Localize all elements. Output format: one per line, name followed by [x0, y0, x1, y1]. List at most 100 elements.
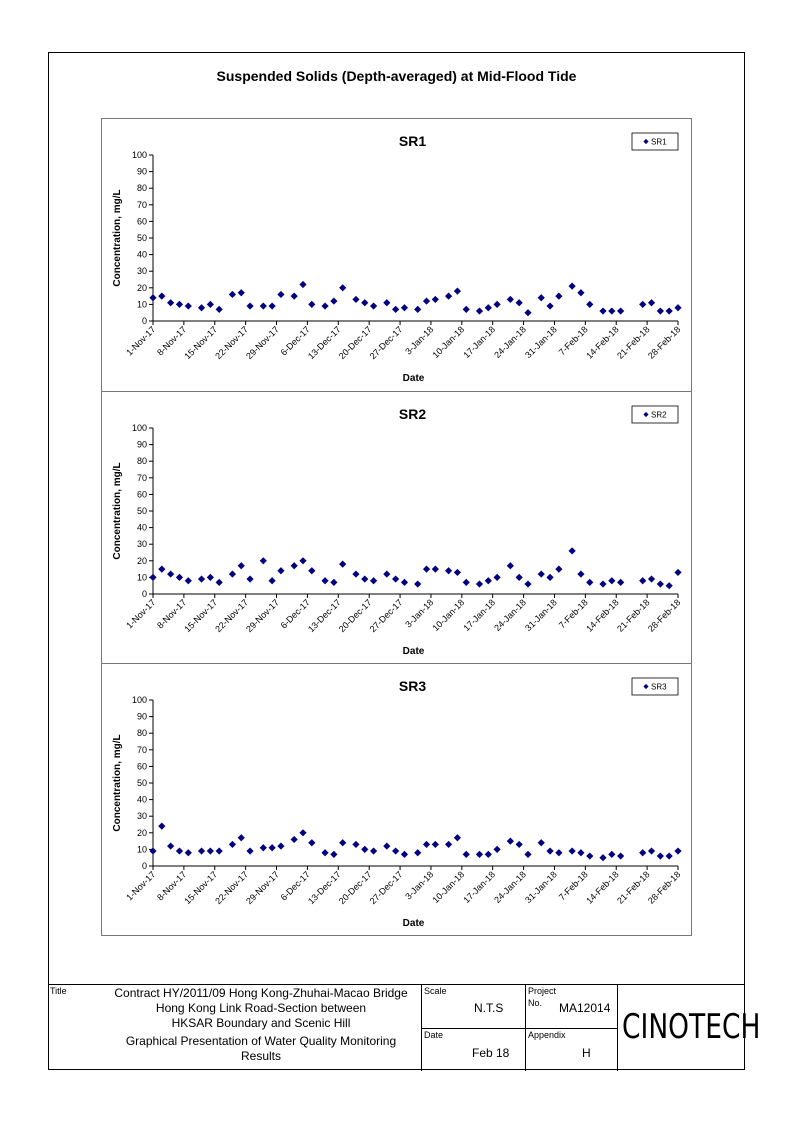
data-point: [277, 842, 285, 850]
data-point: [639, 300, 647, 308]
data-point: [647, 847, 656, 855]
y-tick-label: 80: [137, 456, 147, 466]
data-point: [392, 305, 400, 313]
data-point: [444, 292, 453, 300]
data-point: [352, 295, 360, 304]
data-point: [475, 850, 484, 858]
data-point: [422, 297, 431, 305]
data-point: [206, 300, 214, 308]
chart-title: SR3: [399, 678, 426, 694]
data-point: [369, 302, 378, 310]
data-point: [484, 850, 492, 858]
data-point: [537, 839, 545, 847]
scale-label: Scale: [424, 986, 447, 996]
x-axis-label: Date: [403, 373, 425, 384]
data-point: [330, 578, 338, 586]
data-point: [453, 287, 462, 295]
y-axis-label: Concentration, mg/L: [112, 734, 123, 831]
data-point: [206, 847, 214, 855]
data-point: [290, 292, 298, 300]
data-point: [577, 289, 585, 297]
x-tick-label: 27-Dec-17: [368, 324, 405, 361]
x-tick-label: 28-Feb-18: [646, 324, 682, 360]
x-tick-label: 10-Jan-18: [431, 869, 467, 905]
data-point: [383, 299, 391, 307]
x-axis-label: Date: [403, 918, 425, 929]
data-point: [369, 577, 378, 585]
data-point: [462, 850, 470, 858]
legend-label: SR2: [651, 411, 667, 420]
drawing-subtitle-line2: Results: [240, 1049, 281, 1063]
data-point: [599, 580, 607, 588]
data-point: [308, 839, 316, 847]
x-tick-label: 14-Feb-18: [584, 869, 620, 905]
data-point: [414, 849, 422, 857]
chart-title: SR2: [399, 406, 426, 422]
chart-panel-sr1: SR1 0 10 20 30 40 50 60 70 80 90 100 1-Nov-17 8-Nov-1…: [101, 118, 692, 392]
data-point: [215, 305, 223, 313]
y-tick-label: 80: [137, 728, 147, 738]
data-point: [237, 289, 245, 297]
project-no: MA12014: [559, 1001, 611, 1015]
title-cell: Title Contract HY/2011/09 Hong Kong-Zhuh…: [48, 985, 422, 1071]
project-title-line3: HKSAR Boundary and Scenic Hill: [171, 1016, 351, 1030]
chart-panel-sr2: SR2 0 10 20 30 40 50 60 70 80 90 100 1-Nov-17 8-Nov-1…: [101, 391, 692, 664]
y-tick-label: 10: [137, 572, 147, 582]
data-point: [656, 307, 664, 315]
data-point: [215, 847, 223, 855]
y-tick-label: 70: [137, 473, 147, 483]
x-tick-label: 31-Jan-18: [523, 869, 559, 905]
y-tick-label: 100: [132, 150, 147, 160]
y-tick-label: 20: [137, 556, 147, 566]
data-point: [674, 847, 682, 855]
data-point: [277, 567, 285, 575]
project-title: Contract HY/2011/09 Hong Kong-Zhuhai-Mac…: [98, 986, 424, 1031]
chart-svg: SR101020304050607080901001-Nov-178-Nov-1…: [112, 132, 682, 384]
data-point: [361, 299, 369, 307]
data-point: [321, 849, 329, 857]
y-tick-label: 50: [137, 233, 147, 243]
x-tick-label: 24-Jan-18: [492, 869, 528, 905]
data-point: [422, 840, 431, 849]
data-point: [639, 577, 647, 585]
data-point: [352, 840, 360, 849]
data-point: [330, 850, 338, 858]
chart-title: SR1: [399, 133, 426, 149]
data-point: [586, 300, 594, 308]
data-point: [647, 299, 656, 307]
data-point: [608, 850, 616, 858]
data-point: [555, 565, 563, 573]
data-point: [268, 302, 276, 310]
data-point: [268, 577, 276, 585]
x-tick-label: 17-Jan-18: [461, 324, 497, 360]
y-tick-label: 60: [137, 216, 147, 226]
data-point: [299, 829, 307, 837]
data-point: [515, 840, 523, 849]
data-point: [246, 302, 254, 310]
x-tick-label: 28-Feb-18: [646, 597, 682, 633]
drawing-subtitle: Graphical Presentation of Water Quality …: [98, 1034, 424, 1064]
data-point: [321, 577, 329, 585]
x-tick-label: 14-Feb-18: [584, 597, 620, 633]
y-tick-label: 50: [137, 778, 147, 788]
data-point: [506, 295, 514, 304]
cinotech-logo: CINOTECH: [622, 1007, 761, 1047]
x-tick-label: 29-Nov-17: [244, 597, 281, 634]
data-point: [197, 847, 206, 855]
data-point: [299, 280, 307, 289]
data-point: [537, 570, 545, 578]
date-label: Date: [424, 1030, 444, 1040]
data-point: [617, 307, 625, 315]
legend-label: SR3: [651, 683, 667, 692]
data-point: [339, 839, 347, 847]
data-point: [444, 840, 453, 849]
x-tick-label: 28-Feb-18: [646, 869, 682, 905]
legend-marker: [643, 411, 649, 418]
data-point: [555, 849, 563, 857]
x-tick-label: 21-Feb-18: [615, 869, 651, 905]
data-point: [206, 573, 214, 581]
data-point: [215, 578, 223, 586]
data-point: [568, 847, 576, 855]
date-value: Feb 18: [472, 1046, 510, 1060]
data-point: [546, 847, 554, 855]
